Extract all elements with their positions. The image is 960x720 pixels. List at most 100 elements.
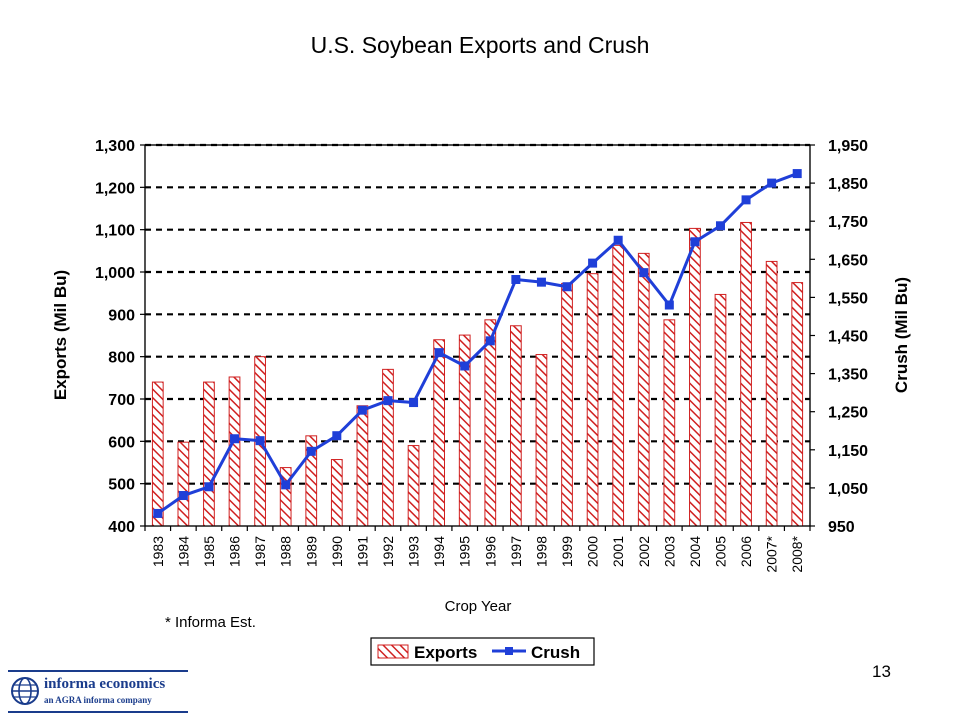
exports-bar — [663, 319, 676, 527]
plot-frame — [144, 144, 811, 527]
crush-point — [536, 277, 546, 287]
crush-point — [281, 480, 291, 490]
x-tick-label: 1999 — [559, 536, 575, 567]
x-axis-label: Crop Year — [445, 598, 512, 615]
x-axis-ticks: 1983 1984 1985 1986 1987 1988 1989 1990 1991 1992… — [144, 526, 811, 573]
left-axis-ticks: 400 500 600 700 800 900 1,000 1,100 1,200 1,300 — [95, 138, 145, 536]
exports-bar — [433, 339, 446, 527]
x-tick-label: 2007* — [764, 535, 780, 572]
crush-line-layer — [153, 169, 802, 518]
right-tick-label: 1,650 — [828, 252, 868, 269]
x-tick-label: 1985 — [201, 536, 217, 567]
logo-name: informa economics — [44, 676, 166, 692]
legend-swatch-exports — [377, 644, 409, 659]
crush-point — [792, 169, 802, 179]
legend-label-crush: Crush — [531, 643, 580, 662]
exports-bar — [765, 260, 778, 527]
crush-point — [153, 508, 163, 518]
crush-point — [204, 482, 214, 492]
crush-point — [230, 434, 240, 444]
left-tick-label: 700 — [108, 392, 135, 409]
x-tick-label: 1987 — [252, 536, 268, 567]
x-tick-label: 2005 — [712, 536, 728, 567]
crush-point — [690, 237, 700, 247]
plot-area — [144, 144, 811, 527]
legend-swatch-crush-marker — [505, 647, 513, 655]
right-tick-label: 1,750 — [828, 214, 868, 231]
x-tick-label: 1989 — [303, 536, 319, 567]
right-tick-label: 1,350 — [828, 367, 868, 384]
right-axis-label: Crush (Mil Bu) — [892, 277, 911, 393]
exports-bar — [330, 459, 343, 527]
x-tick-label: 2000 — [585, 536, 601, 567]
crush-line — [156, 172, 798, 515]
crush-point — [434, 348, 444, 358]
exports-bar — [509, 325, 522, 527]
company-logo: informa economics an AGRA informa compan… — [8, 670, 188, 713]
exports-bar — [535, 354, 548, 527]
exports-bar — [356, 405, 369, 527]
crush-point — [178, 491, 188, 501]
x-tick-label: 1988 — [278, 536, 294, 567]
exports-bar — [637, 252, 650, 527]
exports-bar — [791, 282, 804, 527]
crush-point — [664, 300, 674, 310]
x-tick-label: 1998 — [533, 536, 549, 567]
globe-icon — [11, 677, 39, 705]
crush-point — [511, 274, 521, 284]
x-tick-label: 2004 — [687, 536, 703, 567]
left-tick-label: 800 — [108, 350, 135, 367]
crush-point — [409, 398, 419, 408]
x-tick-label: 1991 — [354, 536, 370, 567]
x-tick-label: 1996 — [482, 536, 498, 567]
crush-point — [613, 235, 623, 245]
crush-point — [639, 268, 649, 278]
crush-point — [562, 282, 572, 292]
left-tick-label: 1,300 — [95, 138, 135, 155]
crush-point — [485, 336, 495, 346]
exports-bar — [151, 381, 164, 527]
x-tick-label: 1986 — [227, 536, 243, 567]
exports-bar — [561, 282, 573, 527]
x-tick-label: 1997 — [508, 536, 524, 567]
x-tick-label: 1995 — [457, 536, 473, 567]
x-tick-label: 1984 — [175, 536, 191, 567]
right-tick-label: 1,150 — [828, 443, 868, 460]
left-axis-label: Exports (Mil Bu) — [51, 270, 70, 400]
x-tick-label: 2008* — [789, 535, 805, 572]
exports-bar — [714, 293, 727, 527]
crush-point — [357, 405, 367, 415]
x-tick-label: 2003 — [661, 536, 677, 567]
exports-bar — [586, 273, 599, 527]
crush-point — [383, 396, 393, 406]
right-tick-label: 1,950 — [828, 138, 868, 155]
left-tick-label: 1,200 — [95, 180, 135, 197]
logo-band-bottom — [8, 711, 188, 713]
chart-title: U.S. Soybean Exports and Crush — [311, 32, 650, 58]
exports-bar — [689, 227, 701, 527]
right-axis-ticks: 950 1,050 1,150 1,250 1,350 1,450 1,550 1,650 1,… — [810, 138, 868, 536]
legend: Exports Crush — [370, 637, 595, 666]
crush-point — [332, 431, 342, 441]
crush-point — [255, 436, 265, 446]
right-tick-label: 1,450 — [828, 329, 868, 346]
right-tick-label: 1,050 — [828, 481, 868, 498]
exports-bar — [228, 376, 241, 527]
page-number: 13 — [872, 662, 891, 681]
x-tick-label: 1994 — [431, 536, 447, 567]
exports-bar — [740, 221, 752, 527]
exports-bar — [177, 441, 190, 527]
exports-bar — [612, 244, 625, 527]
annotation: * Informa Est. — [165, 614, 256, 631]
left-tick-label: 1,000 — [95, 265, 135, 282]
x-tick-label: 2001 — [610, 536, 626, 567]
legend-label-exports: Exports — [414, 643, 477, 662]
exports-bar — [382, 368, 394, 527]
left-tick-label: 600 — [108, 434, 135, 451]
x-tick-label: 2006 — [738, 536, 754, 567]
left-tick-label: 500 — [108, 477, 135, 494]
x-tick-label: 1992 — [380, 536, 396, 567]
left-tick-label: 1,100 — [95, 223, 135, 240]
exports-bar — [484, 319, 497, 527]
